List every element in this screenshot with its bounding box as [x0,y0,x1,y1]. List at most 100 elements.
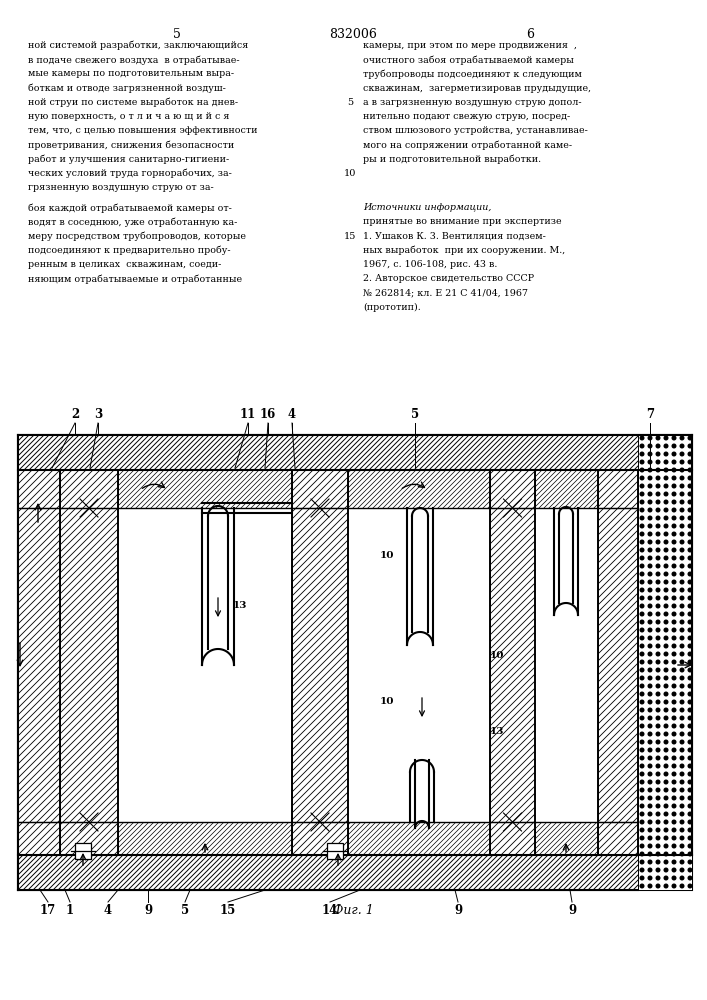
Circle shape [688,748,692,752]
Circle shape [680,532,684,536]
Text: 6: 6 [526,28,534,41]
Bar [535,470,598,855]
Circle shape [688,644,692,648]
Circle shape [641,708,644,712]
Circle shape [656,772,660,776]
Text: очистного забоя отрабатываемой камеры: очистного забоя отрабатываемой камеры [363,55,574,65]
Bar [292,470,348,855]
Circle shape [641,476,644,480]
Bar [348,470,490,508]
Text: 15: 15 [220,904,236,917]
Circle shape [648,676,652,680]
Circle shape [641,468,644,472]
Circle shape [688,532,692,536]
Text: проветривания, снижения безопасности: проветривания, снижения безопасности [28,140,234,150]
Circle shape [648,516,652,520]
Text: скважинам,  загерметизировав прудыдущие,: скважинам, загерметизировав прудыдущие, [363,84,591,93]
Circle shape [648,700,652,704]
Circle shape [688,564,692,568]
Circle shape [688,580,692,584]
Circle shape [648,844,652,848]
Circle shape [648,780,652,784]
Text: грязненную воздушную струю от за-: грязненную воздушную струю от за- [28,183,214,192]
Circle shape [672,820,676,824]
Circle shape [672,516,676,520]
Bar [598,470,638,855]
Circle shape [648,564,652,568]
Circle shape [688,492,692,496]
Circle shape [648,556,652,560]
Circle shape [648,572,652,576]
Circle shape [641,540,644,544]
Text: 10: 10 [344,169,356,178]
Circle shape [664,604,668,608]
Circle shape [656,876,660,880]
Circle shape [664,804,668,808]
Circle shape [664,812,668,816]
Circle shape [672,548,676,552]
Circle shape [664,876,668,880]
Circle shape [656,516,660,520]
Circle shape [672,500,676,504]
Circle shape [664,588,668,592]
Circle shape [648,628,652,632]
Circle shape [656,604,660,608]
Circle shape [688,652,692,656]
Circle shape [641,524,644,528]
Circle shape [688,604,692,608]
Circle shape [688,692,692,696]
Circle shape [648,444,652,448]
Circle shape [641,788,644,792]
Circle shape [680,556,684,560]
Circle shape [664,492,668,496]
Circle shape [664,820,668,824]
Bar [535,470,598,508]
Bar [535,822,598,855]
Circle shape [688,660,692,664]
Circle shape [641,764,644,768]
Bar [60,470,118,855]
Bar [60,470,118,855]
Circle shape [672,828,676,832]
Circle shape [648,436,652,440]
Circle shape [680,812,684,816]
Circle shape [648,756,652,760]
Circle shape [664,556,668,560]
Circle shape [664,484,668,488]
Circle shape [672,724,676,728]
Circle shape [641,852,644,856]
Circle shape [672,796,676,800]
Circle shape [641,620,644,624]
Circle shape [664,548,668,552]
Circle shape [688,716,692,720]
Circle shape [648,876,652,880]
Bar [75,843,91,859]
Circle shape [648,612,652,616]
Circle shape [688,524,692,528]
Circle shape [656,444,660,448]
Text: 4: 4 [104,904,112,917]
Circle shape [672,436,676,440]
Text: принятые во внимание при экспертизе: принятые во внимание при экспертизе [363,217,561,226]
Text: 7: 7 [646,408,654,421]
Text: Источники информации,: Источники информации, [363,203,491,212]
Circle shape [656,844,660,848]
Text: 11: 11 [240,408,256,421]
Bar [348,508,490,822]
Circle shape [664,772,668,776]
Circle shape [672,756,676,760]
Circle shape [641,436,644,440]
Circle shape [664,732,668,736]
Circle shape [648,484,652,488]
Circle shape [664,436,668,440]
Circle shape [680,628,684,632]
Circle shape [648,796,652,800]
Circle shape [648,820,652,824]
Circle shape [664,828,668,832]
Circle shape [648,868,652,872]
Circle shape [672,668,676,672]
Circle shape [680,796,684,800]
Circle shape [648,860,652,864]
Text: ной системой разработки, заключающийся: ной системой разработки, заключающийся [28,41,248,50]
Circle shape [672,468,676,472]
